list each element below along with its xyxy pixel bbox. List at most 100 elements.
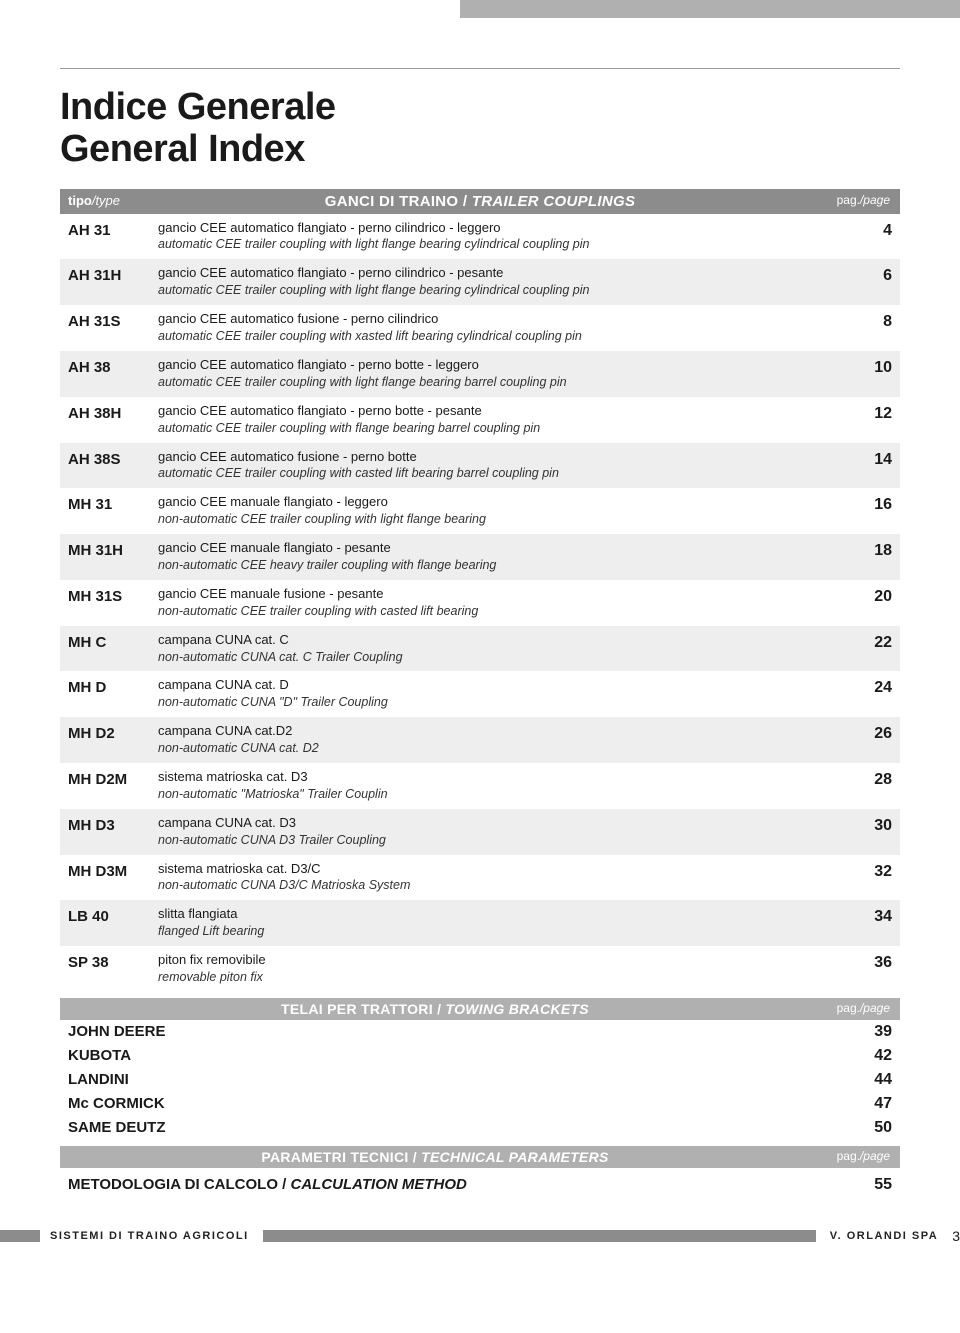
entry-sub: non-automatic CUNA "D" Trailer Coupling [158,695,388,709]
section-header-parameters: PARAMETRI TECNICI / TECHNICAL PARAMETERS… [60,1146,900,1168]
entry-page: 24 [832,677,892,697]
entry-sub: automatic CEE trailer coupling with ligh… [158,237,589,251]
entry-page: 10 [832,357,892,377]
coupling-entry: MH 31Hgancio CEE manuale flangiato - pes… [60,534,900,580]
entry-desc: sistema matrioska cat. D3/Cnon-automatic… [158,861,832,895]
coupling-entry: MH D3campana CUNA cat. D3non-automatic C… [60,809,900,855]
entry-page: 12 [832,403,892,423]
coupling-entry: AH 38gancio CEE automatico flangiato - p… [60,351,900,397]
brand-page: 42 [832,1047,892,1065]
coupling-entry: MH Ccampana CUNA cat. Cnon-automatic CUN… [60,626,900,672]
method-page: 55 [832,1176,892,1194]
entry-page: 6 [832,265,892,285]
section2-page-label: pag./page [810,998,900,1020]
entry-type: AH 38 [68,357,158,376]
entry-type: MH D2 [68,723,158,742]
coupling-entry: SP 38piton fix removibileremovable piton… [60,946,900,992]
entry-desc: gancio CEE automatico flangiato - perno … [158,265,832,299]
coupling-entry: MH D2Msistema matrioska cat. D3non-autom… [60,763,900,809]
method-label: METODOLOGIA DI CALCOLO / CALCULATION MET… [68,1176,832,1194]
footer-mid-bar [263,1230,816,1242]
footer-left-text: SISTEMI DI TRAINO AGRICOLI [50,1230,249,1242]
entry-desc: piton fix removibileremovable piton fix [158,952,832,986]
page-content: Indice Generale General Index tipo/type … [0,68,960,1198]
entry-sub: non-automatic CEE heavy trailer coupling… [158,558,496,572]
entry-page: 8 [832,311,892,331]
entry-type: MH D [68,677,158,696]
entry-type: AH 38S [68,449,158,468]
entry-page: 26 [832,723,892,743]
entry-type: AH 31 [68,220,158,239]
entry-desc: slitta flangiataflanged Lift bearing [158,906,832,940]
entry-page: 28 [832,769,892,789]
brand-page: 50 [832,1119,892,1137]
entry-page: 22 [832,632,892,652]
entry-desc: gancio CEE automatico fusione - perno ci… [158,311,832,345]
entry-page: 30 [832,815,892,835]
entry-type: MH D3M [68,861,158,880]
page-footer: SISTEMI DI TRAINO AGRICOLI V. ORLANDI SP… [0,1228,960,1244]
entry-sub: automatic CEE trailer coupling with cast… [158,466,559,480]
entry-sub: non-automatic "Matrioska" Trailer Coupli… [158,787,388,801]
brand-row: SAME DEUTZ50 [60,1116,900,1140]
footer-right-text: V. ORLANDI SPA [830,1230,938,1242]
entry-page: 34 [832,906,892,926]
coupling-entry: AH 31Sgancio CEE automatico fusione - pe… [60,305,900,351]
entry-desc: gancio CEE automatico fusione - perno bo… [158,449,832,483]
brand-row: KUBOTA42 [60,1044,900,1068]
entry-desc: gancio CEE manuale fusione - pesantenon-… [158,586,832,620]
entry-page: 16 [832,494,892,514]
page-title: Indice Generale General Index [60,87,900,171]
brand-row: JOHN DEERE39 [60,1020,900,1044]
top-gray-bar [460,0,960,18]
couplings-list: AH 31 gancio CEE automatico flangiato - p… [60,214,900,992]
entry-type: MH 31S [68,586,158,605]
coupling-entry: MH 31gancio CEE manuale flangiato - legg… [60,488,900,534]
header-type-label: tipo/type [60,189,150,214]
entry-desc: campana CUNA cat. Dnon-automatic CUNA "D… [158,677,832,711]
entry-sub: automatic CEE trailer coupling with ligh… [158,283,589,297]
entry-sub: non-automatic CUNA cat. D2 [158,741,319,755]
entry-desc: sistema matrioska cat. D3non-automatic "… [158,769,832,803]
entry-page: 20 [832,586,892,606]
entry-sub: non-automatic CEE trailer coupling with … [158,512,486,526]
brand-name: SAME DEUTZ [68,1119,832,1137]
brands-list: JOHN DEERE39KUBOTA42LANDINI44Mc CORMICK4… [60,1020,900,1140]
coupling-entry: MH Dcampana CUNA cat. Dnon-automatic CUN… [60,671,900,717]
brand-page: 44 [832,1071,892,1089]
entry-desc: gancio CEE manuale flangiato - leggerono… [158,494,832,528]
entry-desc: campana CUNA cat.D2non-automatic CUNA ca… [158,723,832,757]
entry-page: 32 [832,861,892,881]
entry-page: 4 [832,220,892,240]
entry-desc: campana CUNA cat. D3non-automatic CUNA D… [158,815,832,849]
coupling-entry: AH 31gancio CEE automatico flangiato - p… [60,214,900,260]
entry-type: MH D2M [68,769,158,788]
coupling-entry: LB 40slitta flangiataflanged Lift bearin… [60,900,900,946]
coupling-entry: MH D2campana CUNA cat.D2non-automatic CU… [60,717,900,763]
title-line-2: General Index [60,128,305,170]
footer-left-stub [0,1230,40,1242]
header-page-label: pag./page [810,189,900,214]
section2-title: TELAI PER TRATTORI / TOWING BRACKETS [60,998,810,1020]
entry-page: 36 [832,952,892,972]
footer-page-number: 3 [952,1228,960,1244]
brand-row: Mc CORMICK47 [60,1092,900,1116]
entry-type: MH 31H [68,540,158,559]
entry-page: 18 [832,540,892,560]
coupling-entry: AH 38Hgancio CEE automatico flangiato - … [60,397,900,443]
entry-sub: non-automatic CUNA D3 Trailer Coupling [158,833,386,847]
brand-name: KUBOTA [68,1047,832,1065]
entry-page: 14 [832,449,892,469]
title-line-1: Indice Generale [60,86,336,128]
entry-type: SP 38 [68,952,158,971]
entry-sub: non-automatic CUNA cat. C Trailer Coupli… [158,650,403,664]
coupling-entry: MH 31Sgancio CEE manuale fusione - pesan… [60,580,900,626]
entry-sub: automatic CEE trailer coupling with ligh… [158,375,567,389]
section3-page-label: pag./page [810,1146,900,1168]
coupling-entry: AH 31Hgancio CEE automatico flangiato - … [60,259,900,305]
entry-sub: removable piton fix [158,970,263,984]
entry-sub: automatic CEE trailer coupling with flan… [158,421,540,435]
method-row: METODOLOGIA DI CALCOLO / CALCULATION MET… [60,1168,900,1198]
entry-type: AH 31H [68,265,158,284]
entry-type: LB 40 [68,906,158,925]
